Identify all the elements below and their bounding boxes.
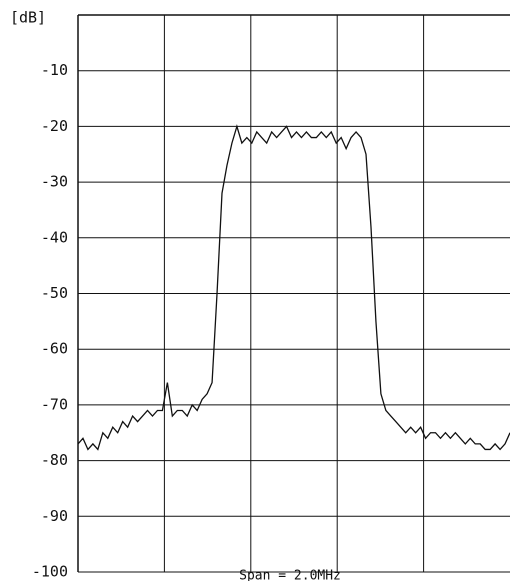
y-tick-label: -70 (41, 395, 68, 413)
y-tick-label: -10 (41, 61, 68, 79)
y-tick-label: -30 (41, 173, 68, 191)
y-tick-label: -100 (32, 563, 68, 581)
y-tick-label: -80 (41, 451, 68, 469)
y-axis-label: [dB] (10, 9, 46, 27)
y-tick-label: -60 (41, 340, 68, 358)
y-tick-label: -90 (41, 507, 68, 525)
y-tick-label: -40 (41, 228, 68, 246)
y-tick-label: -20 (41, 117, 68, 135)
trace (77, 124, 510, 451)
y-tick-label: -50 (41, 284, 68, 302)
x-axis-label: Span = 2.0MHz (239, 569, 341, 581)
